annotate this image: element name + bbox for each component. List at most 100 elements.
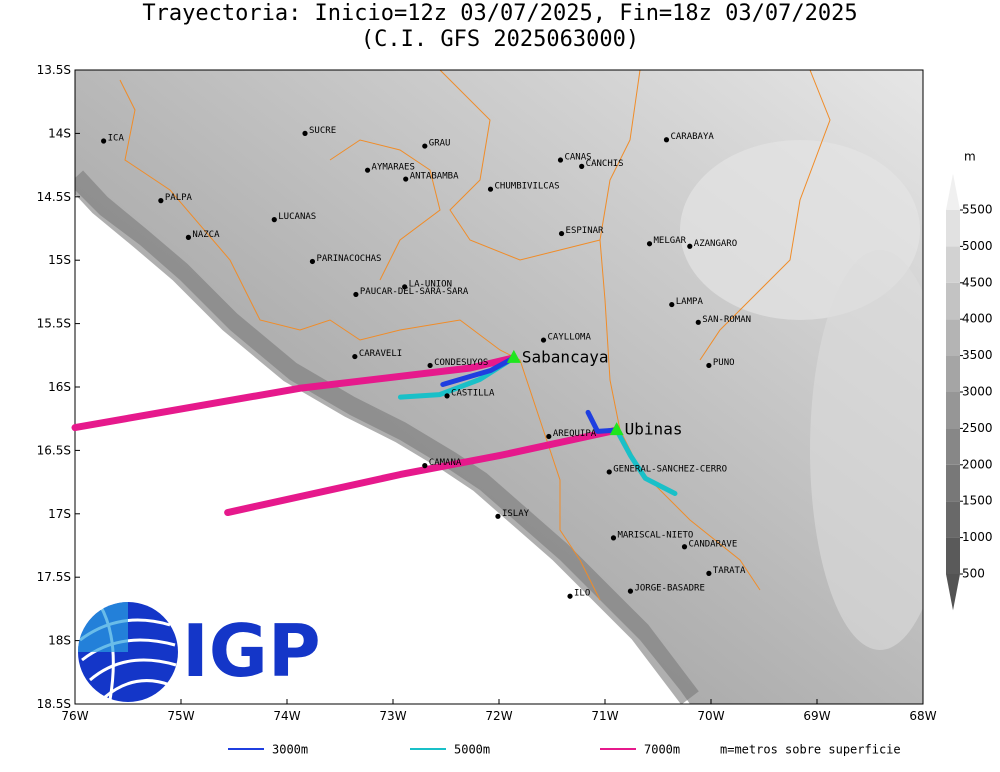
city-label: AZANGARO: [694, 239, 737, 249]
x-tick-label: 69W: [803, 709, 830, 723]
city-dot: [579, 163, 585, 169]
trajectory: [585, 409, 620, 434]
city-label: ISLAY: [502, 509, 530, 519]
y-tick-label: 14S: [48, 126, 71, 140]
city-dot: [695, 319, 701, 325]
city-dot: [669, 301, 675, 308]
city-dot: [353, 291, 359, 298]
x-tick-label: 71W: [591, 709, 618, 723]
y-tick-label: 17.5S: [37, 570, 71, 584]
city-label: GENERAL-SANCHEZ-CERRO: [613, 464, 727, 474]
title: Trayectoria: Inicio=12z 03/07/2025, Fin=…: [142, 1, 857, 26]
city-dot: [546, 433, 552, 440]
x-tick-label: 75W: [167, 709, 194, 723]
colorbar-segment: [946, 355, 960, 392]
y-tick-label: 14.5S: [37, 190, 71, 204]
city-dot: [663, 137, 670, 143]
x-tick-label: 74W: [273, 709, 300, 723]
colorbar-label: 5000: [962, 239, 993, 253]
x-tick-label: 73W: [379, 709, 406, 723]
colorbar-label: 2500: [962, 421, 993, 435]
city-dot: [610, 535, 617, 541]
city-dot: [567, 593, 573, 599]
city-dot: [487, 186, 494, 192]
colorbar-segment: [946, 428, 960, 465]
city-label: JORGE-BASADRE: [634, 584, 704, 594]
colorbar-segment: [946, 246, 960, 283]
legend-label: 5000m: [454, 743, 490, 757]
y-tick-label: 15S: [48, 253, 71, 267]
city-dot: [309, 258, 316, 265]
trajectory: [224, 426, 621, 517]
colorbar-label: 4500: [962, 275, 993, 289]
y-tick-label: 18S: [48, 634, 71, 648]
city-label: SUCRE: [309, 126, 336, 136]
colorbar-segment: [946, 319, 960, 356]
city-label: NAZCA: [192, 230, 220, 240]
city-dot: [444, 393, 450, 399]
y-tick-label: 17S: [48, 507, 71, 521]
city-dot: [706, 570, 712, 576]
colorbar-segment: [946, 537, 960, 574]
city-dot: [302, 130, 308, 136]
trajectory: [614, 427, 678, 497]
city-dot: [606, 469, 612, 475]
city-label: SAN-ROMAN: [702, 315, 751, 325]
colorbar-label: 1000: [962, 530, 993, 544]
y-tick-label: 16.5S: [37, 443, 71, 457]
city-label: MELGAR: [654, 236, 687, 246]
city-label: AYMARAES: [372, 163, 415, 173]
city-label: PALPA: [165, 193, 193, 203]
city-label: LA-UNION: [409, 279, 452, 289]
city-dot: [101, 138, 107, 144]
city-label: GRAU: [429, 139, 451, 149]
city-label: ICA: [108, 134, 125, 144]
city-label: LUCANAS: [278, 212, 316, 222]
legend-note: m=metros sobre superficie: [720, 743, 901, 757]
city-label: TARATA: [713, 566, 746, 576]
city-dot: [364, 167, 371, 173]
x-tick-label: 76W: [61, 709, 88, 723]
city-dot: [158, 198, 164, 204]
city-dot: [271, 217, 277, 223]
legend-label: 3000m: [272, 743, 308, 757]
colorbar-label: 3000: [962, 385, 993, 399]
colorbar-segment: [946, 501, 960, 538]
city-label: PUNO: [713, 358, 735, 368]
igp-logo: IGP: [78, 602, 321, 702]
city-dot: [422, 463, 428, 469]
colorbar-label: 5500: [962, 203, 993, 217]
terrain: [75, 70, 923, 704]
city-label: CONDESUYOS: [434, 358, 488, 368]
city-dot: [646, 241, 653, 247]
volcano-marker: [609, 422, 624, 436]
subtitle: (C.I. GFS 2025063000): [361, 27, 639, 52]
city-label: CARAVELI: [359, 349, 402, 359]
y-tick-label: 15.5S: [37, 317, 71, 331]
city-dot: [403, 176, 409, 182]
city-label: CAMANA: [429, 458, 462, 468]
city-dot: [706, 362, 712, 369]
colorbar-segment: [946, 210, 960, 247]
colorbar-label: 4000: [962, 312, 993, 326]
city-label: CANDARAVE: [689, 539, 738, 549]
city-label: LAMPA: [676, 297, 704, 307]
y-tick-label: 13.5S: [37, 63, 71, 77]
city-dot: [185, 234, 192, 240]
city-label: ANTABAMBA: [410, 172, 459, 182]
x-tick-label: 68W: [909, 709, 936, 723]
city-dot: [422, 143, 428, 149]
city-label: PAUCAR-DEL-SARA-SARA: [360, 287, 469, 297]
city-label: ESPINAR: [566, 226, 605, 236]
city-dot: [427, 362, 433, 369]
colorbar-end: [946, 173, 960, 210]
city-dot: [540, 337, 547, 343]
city-label: PARINACOCHAS: [316, 254, 381, 264]
city-label: CASTILLA: [451, 388, 495, 398]
city-dot: [557, 157, 564, 163]
city-label: CAYLLOMA: [548, 333, 592, 343]
city-dot: [495, 513, 501, 519]
colorbar-unit: m: [964, 150, 976, 164]
city-dot: [402, 284, 408, 290]
city-label: MARISCAL-NIETO: [617, 530, 693, 540]
